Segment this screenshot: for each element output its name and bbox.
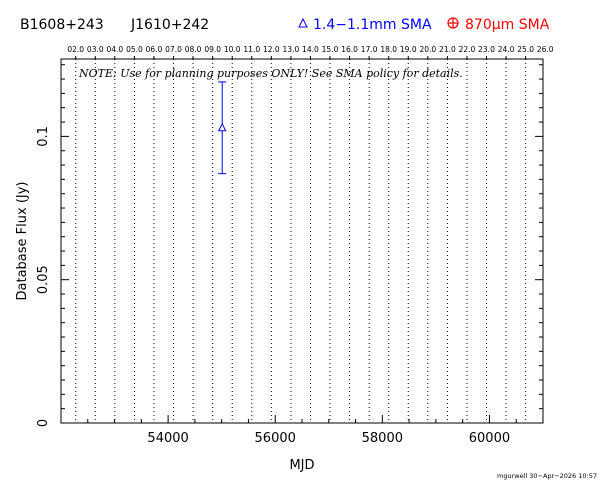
- year-label: 03.0: [87, 45, 104, 54]
- year-label: 15.0: [322, 45, 339, 54]
- year-label: 22.0: [459, 45, 476, 54]
- data-points: [217, 81, 227, 175]
- x-tick-label: 58000: [362, 431, 403, 446]
- legend-band1-label: 1.4−1.1mm SMA: [313, 17, 432, 33]
- legend-band2-prefix: 870: [465, 17, 492, 33]
- source-name: B1608+243: [20, 17, 104, 33]
- year-label: 20.0: [419, 45, 436, 54]
- year-label: 24.0: [498, 45, 515, 54]
- footer-stamp: mgurwell 30−Apr−2026 10:57: [497, 472, 597, 480]
- year-label: 16.0: [341, 45, 358, 54]
- year-label: 07.0: [165, 45, 182, 54]
- year-label: 21.0: [439, 45, 456, 54]
- year-label: 23.0: [478, 45, 495, 54]
- y-tick-label: 0.05: [36, 265, 51, 294]
- year-label: 10.0: [224, 45, 241, 54]
- year-label: 08.0: [185, 45, 202, 54]
- year-label: 26.0: [537, 45, 554, 54]
- planning-note: NOTE: Use for planning purposes ONLY! Se…: [78, 67, 463, 80]
- y-axis-title: Database Flux (Jy): [15, 182, 30, 301]
- year-label: 06.0: [146, 45, 163, 54]
- legend-band2-label: 870μm SMA: [465, 17, 550, 33]
- legend-band2-unit: μm SMA: [492, 17, 550, 33]
- triangle-icon: [298, 17, 308, 28]
- data-point: [217, 122, 227, 132]
- year-label: 05.0: [126, 45, 143, 54]
- x-tick-label: 60000: [469, 431, 510, 446]
- alt-source-name: J1610+242: [130, 17, 209, 33]
- legend-band2: 870μm SMA: [447, 17, 550, 33]
- circle-plus-icon: [447, 17, 459, 29]
- x-axis-title: MJD: [289, 458, 314, 473]
- year-label: 25.0: [517, 45, 534, 54]
- legend-band1: 1.4−1.1mm SMA: [298, 17, 432, 33]
- year-label: 09.0: [204, 45, 221, 54]
- x-tick-label: 54000: [147, 431, 188, 446]
- year-label: 04.0: [106, 45, 123, 54]
- year-label: 12.0: [263, 45, 280, 54]
- year-axis-labels: 02.0 03.0 04.0 05.0 06.0 07.0 08.0 09.0 10.0 11.0…: [67, 45, 553, 54]
- year-label: 18.0: [380, 45, 397, 54]
- year-gridlines: [75, 56, 527, 423]
- y-tick-label: 0.1: [36, 126, 51, 147]
- year-label: 14.0: [302, 45, 319, 54]
- year-label: 02.0: [67, 45, 84, 54]
- y-tick-label: 0: [36, 419, 51, 427]
- year-label: 13.0: [283, 45, 300, 54]
- year-label: 11.0: [243, 45, 260, 54]
- y-axis-ticks: 0 0.05 0.1: [36, 64, 543, 427]
- plot-frame: [60, 58, 544, 424]
- x-tick-label: 56000: [255, 431, 296, 446]
- year-label: 19.0: [400, 45, 417, 54]
- x-axis-ticks: 54000 56000 58000 60000: [60, 415, 544, 446]
- year-label: 17.0: [361, 45, 378, 54]
